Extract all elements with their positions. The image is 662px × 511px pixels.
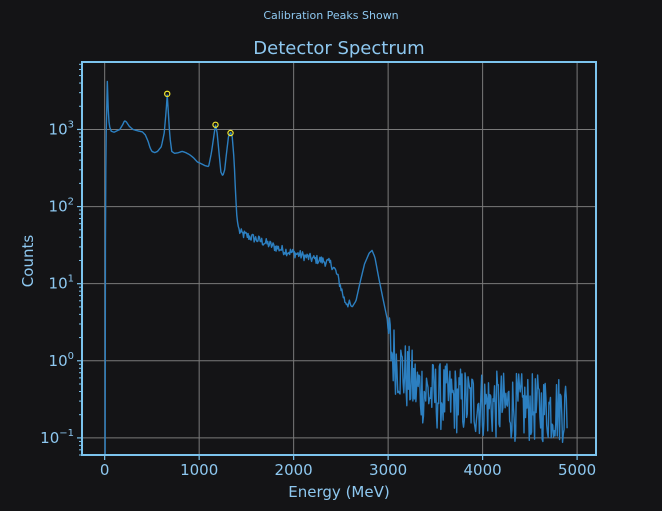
chart-title: Detector Spectrum: [253, 38, 424, 59]
y-tick-label: 103: [49, 119, 74, 138]
y-tick-label: 102: [49, 197, 74, 216]
x-tick-label: 3000: [369, 461, 407, 479]
series-layer: [104, 80, 568, 456]
y-tick-label: 100: [49, 351, 74, 370]
grid-lines: [82, 62, 596, 455]
series-line-0: [104, 80, 568, 456]
x-tick-label: 4000: [464, 461, 502, 479]
peak-markers: [164, 90, 234, 137]
y-tick-label: 101: [49, 274, 74, 293]
y-axis-label: Counts: [19, 235, 37, 288]
x-tick-label: 0: [100, 461, 110, 479]
figure-suptitle: Calibration Peaks Shown: [263, 9, 398, 22]
x-tick-label: 5000: [558, 461, 596, 479]
plot-frame: [81, 61, 597, 456]
peak-marker: [164, 90, 171, 98]
peak-marker: [227, 129, 234, 137]
y-tick-label: 10−1: [40, 428, 74, 447]
peak-marker: [212, 121, 219, 128]
y-axis: 10−1 100 101 102 103: [40, 63, 82, 456]
x-axis: 0 1000 2000 3000 4000 5000: [100, 455, 596, 479]
x-tick-label: 1000: [180, 461, 218, 479]
x-tick-label: 2000: [275, 461, 313, 479]
x-axis-label: Energy (MeV): [288, 483, 389, 501]
